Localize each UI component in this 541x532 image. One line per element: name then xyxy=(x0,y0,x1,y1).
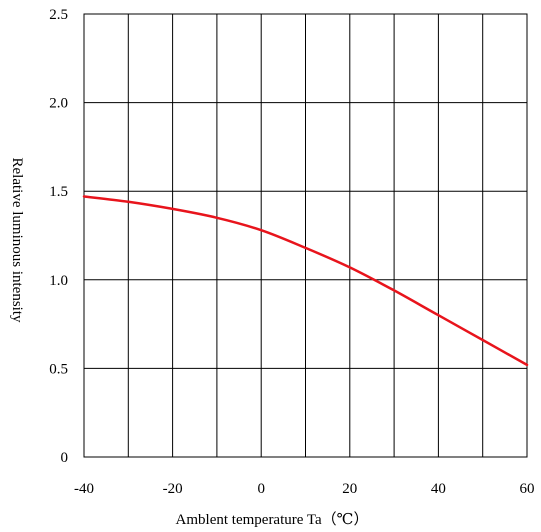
series-line xyxy=(82,195,529,367)
plot-frame xyxy=(83,13,528,458)
y-tick-label: 0 xyxy=(61,450,69,466)
x-tick-labels: -40 -20 0 20 40 60 xyxy=(74,481,535,497)
x-tick-label: 20 xyxy=(342,481,357,497)
y-tick-label: 0.5 xyxy=(49,361,68,377)
x-tick-label: -20 xyxy=(163,481,183,497)
y-tick-label: 2.5 xyxy=(49,7,68,23)
series-layer xyxy=(82,195,529,367)
y-tick-label: 1.5 xyxy=(49,184,68,200)
x-tick-label: 40 xyxy=(431,481,446,497)
x-axis-title: Amblent temperature Ta（℃） xyxy=(176,511,369,528)
y-tick-label: 2.0 xyxy=(49,96,68,112)
y-tick-label: 1.0 xyxy=(49,273,68,289)
y-tick-labels: 0 0.5 1.0 1.5 2.0 2.5 xyxy=(49,7,68,466)
x-tick-label: 60 xyxy=(520,481,535,497)
grid xyxy=(84,14,527,457)
x-tick-label: -40 xyxy=(74,481,94,497)
x-tick-label: 0 xyxy=(257,481,265,497)
y-axis-title: Relative luminous intensity xyxy=(9,158,25,323)
